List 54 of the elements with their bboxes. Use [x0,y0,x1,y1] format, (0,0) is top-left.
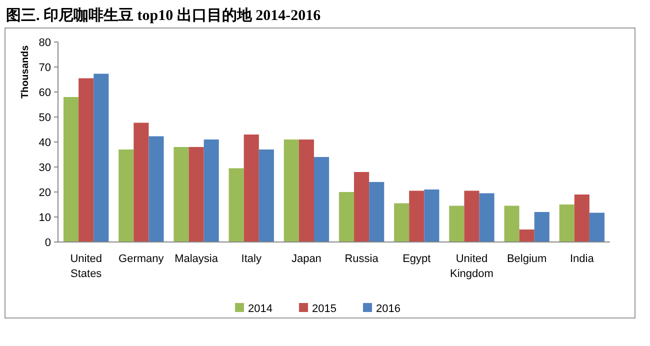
bar [188,147,204,242]
bar [354,172,370,242]
x-tick-label: United Kingdom [450,253,494,280]
bar [559,204,574,242]
y-axis-title: Thousands [20,44,31,99]
y-tick-label: 60 [38,86,51,99]
y-tick-label: 20 [38,186,51,199]
y-tick-label: 30 [38,162,51,174]
bar [394,203,410,242]
bar [148,136,164,242]
bar [228,168,244,242]
y-tick-label: 10 [38,212,51,224]
bar [574,194,590,242]
bar [78,78,94,242]
y-tick-label: 70 [38,62,51,74]
x-tick-label: Japan [291,253,322,265]
bar [449,206,464,242]
bar [409,190,424,242]
x-tick-label: Germany [118,253,164,265]
bar [338,192,354,242]
y-tick-label: 80 [38,36,51,49]
bar [64,97,79,242]
bar [589,212,604,242]
bar [534,212,550,242]
bar [464,190,480,242]
chart-title: 图三. 印尼咖啡生豆 top10 出口目的地 2014-2016 [6,7,322,24]
bar [314,157,330,242]
bar [424,190,440,242]
x-tick-label: Egypt [402,253,431,265]
bar [519,230,534,242]
bar [118,150,134,242]
x-tick-label: United States [70,253,102,280]
bar [134,122,149,242]
bar [479,193,494,242]
bar [94,74,109,242]
y-tick-label: 40 [38,136,51,149]
y-tick-label: 50 [38,112,51,124]
bar [298,140,314,242]
bar [284,140,299,242]
x-tick-label: Belgium [506,253,547,265]
bar [504,206,520,242]
bar [204,140,219,242]
bar [174,147,189,242]
x-tick-label: Malaysia [174,253,219,265]
bar [369,182,384,242]
bar [258,150,274,242]
bar [244,134,259,242]
legend-label: 2015 [312,302,336,315]
x-tick-label: Russia [344,253,380,265]
legend-label: 2016 [376,302,400,315]
x-tick-label: Italy [241,253,262,265]
legend-label: 2014 [248,302,272,315]
y-tick-label: 0 [44,236,51,249]
x-tick-label: India [570,253,595,265]
